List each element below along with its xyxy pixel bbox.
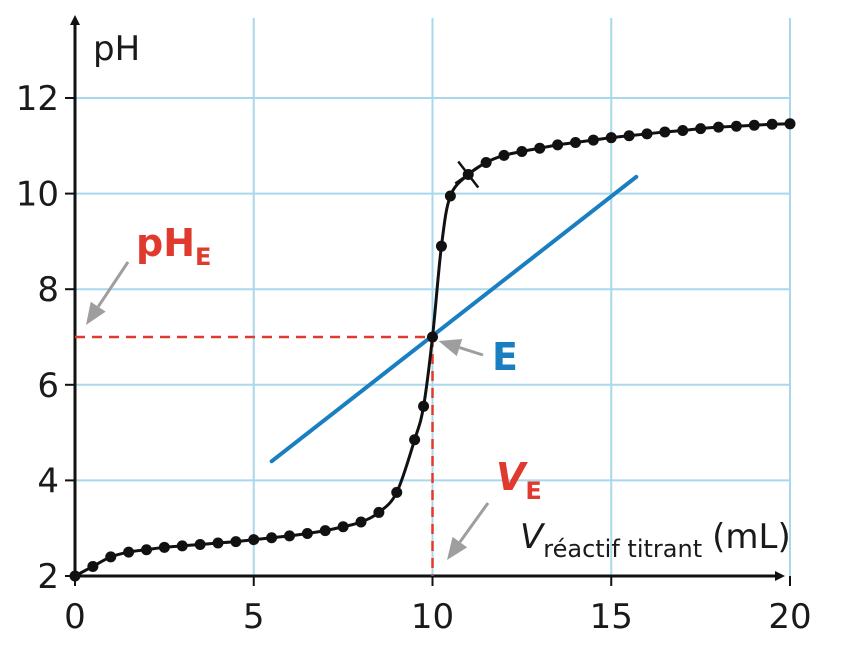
x-axis-label-main: V [520,517,546,557]
data-point-16 [355,516,367,528]
data-point-19 [409,434,421,446]
ve-arrow-shaft [458,502,490,544]
data-point-31 [587,134,599,146]
data-point-18 [391,486,403,498]
data-point-36 [677,125,689,137]
data-point-13 [301,527,313,539]
data-point-0 [69,570,81,582]
x-tick-label-15: 15 [590,597,633,637]
data-point-33 [623,130,635,142]
data-point-5 [158,541,170,553]
x-tick-label-0: 0 [64,597,86,637]
data-point-2 [105,551,117,563]
tangent-line [269,174,639,464]
tangent-layer [269,174,639,464]
y-tick-label-6: 6 [37,366,59,406]
data-point-10 [248,534,260,546]
axes [70,15,785,581]
data-point-35 [659,126,671,138]
titration-curve-layer [69,118,796,582]
x-axis-label-sub: réactif titrant [543,535,702,563]
data-point-4 [141,544,152,556]
y-tick-label-8: 8 [37,270,59,310]
data-point-6 [176,540,188,552]
data-point-14 [319,525,331,537]
x-axis-label: Vréactif titrant (mL) [520,517,791,563]
cross-marker-b [454,164,482,185]
data-point-27 [516,146,528,158]
data-point-23 [444,190,456,202]
ve-label-sub: E [525,477,541,505]
data-point-39 [730,120,742,132]
phe-label-main: pH [136,221,195,265]
x-tick-label-5: 5 [243,597,265,637]
data-point-17 [373,506,385,518]
data-point-37 [695,123,707,135]
data-point-29 [552,139,564,151]
tick-labels: 0 5 10 15 20 2 4 6 8 10 12 [16,79,812,637]
data-point-15 [337,521,349,533]
y-tick-label-10: 10 [16,175,59,215]
y-tick-label-2: 2 [37,557,59,597]
data-point-41 [766,118,778,130]
data-point-38 [713,121,724,133]
data-point-26 [498,149,510,161]
data-point-20 [418,400,430,412]
data-point-21 [427,331,438,343]
phe-arrow-shaft [96,261,130,308]
phe-label-sub: E [195,243,211,271]
ve-label: VE [496,455,542,505]
data-point-12 [284,530,295,542]
data-point-32 [605,132,617,144]
e-arrow-head [438,339,463,357]
equivalence-guides [75,335,434,576]
data-point-25 [480,157,492,169]
data-point-1 [87,560,99,572]
data-point-22 [435,240,447,252]
ve-label-main: V [496,455,528,499]
y-tick-label-12: 12 [16,79,59,119]
data-point-40 [748,119,760,131]
ve-arrow-head [447,536,468,560]
data-point-11 [266,532,278,544]
data-point-7 [194,538,206,550]
data-point-9 [230,536,242,548]
phe-label: pHE [136,221,211,271]
data-point-8 [212,537,224,549]
e-arrow-shaft [459,346,484,357]
data-point-34 [641,128,653,140]
annotations: pH Vréactif titrant (mL) pHE VE E [86,29,791,563]
equivalence-point-label: E [492,335,518,379]
y-axis-label: pH [93,29,140,69]
data-point-30 [570,136,581,148]
data-point-42 [784,118,796,130]
x-axis-label-unit: (mL) [712,517,791,557]
data-point-28 [534,142,546,154]
x-tick-label-20: 20 [768,597,811,637]
data-point-3 [123,546,135,558]
x-tick-label-10: 10 [411,597,454,637]
y-tick-label-4: 4 [37,461,59,501]
phe-arrow-head [86,301,106,325]
